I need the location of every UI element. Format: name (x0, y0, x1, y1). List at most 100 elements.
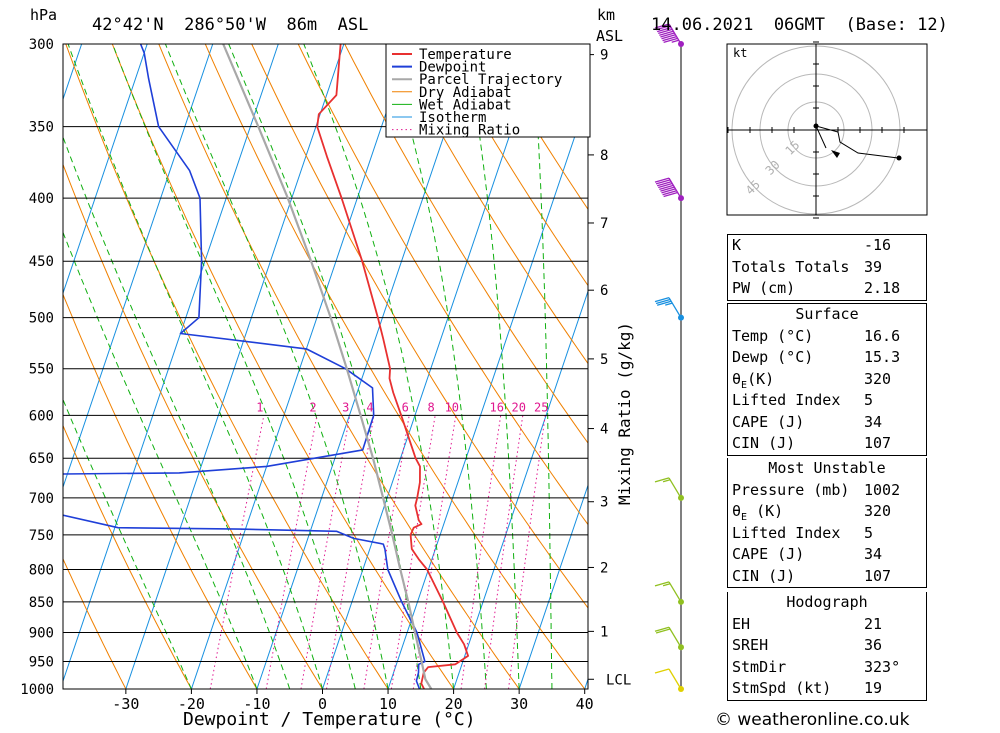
km-label: km (597, 6, 615, 24)
k-index-row: K -16 (732, 236, 892, 254)
hodograph-storm-marker (831, 150, 840, 158)
mu-li-row: Lifted Index 5 (732, 523, 874, 542)
hodograph-end-dot (896, 155, 902, 161)
pressure-tick-label: 900 (29, 626, 54, 642)
pressure-tick-label: 1000 (20, 682, 54, 698)
wind-barb-shaft (668, 626, 682, 648)
wind-barb-shaft (668, 297, 682, 318)
wind-barb-shaft (668, 581, 682, 603)
x-tick-label: 10 (379, 695, 397, 713)
most-unstable-table: Most Unstable Pressure (mb) 1002 θE (K) 32… (727, 458, 927, 588)
wind-barb-feather (659, 184, 674, 190)
wind-barb-feather (654, 668, 670, 674)
mixing-ratio-label: 1 (256, 400, 263, 414)
stmspd-row: StmSpd (kt) 19 (732, 679, 883, 697)
mixing-ratio-line (484, 415, 524, 689)
hodograph-table: Hodograph EH 21 SREH 36 StmDir 323° StmSpd … (727, 592, 927, 701)
km-tick-label: 8 (600, 148, 608, 164)
wind-barb-feather (656, 26, 672, 33)
surface-dewp-row: Dewp (°C) 15.3 (732, 348, 901, 366)
km-tick-label: 9 (600, 48, 608, 64)
wet-adiabat-line (464, 44, 520, 689)
isotherm-line (387, 95, 588, 689)
wind-barb-half-feather (665, 302, 673, 306)
plot-frame (62, 43, 589, 690)
wind-barb-half-feather (662, 479, 671, 483)
isotherm-line (190, 44, 410, 689)
wind-barb-half-feather (671, 39, 679, 43)
dry-adiabat-line (111, 44, 455, 689)
mixing-ratio-label: 16 (490, 400, 504, 414)
wind-barb-feather (658, 182, 673, 189)
surface-temp-row: Temp (°C) 16.6 (732, 326, 901, 345)
surface-li-row: Lifted Index 5 (732, 391, 874, 409)
wind-barb-feather (656, 300, 672, 306)
wind-barb-feather (655, 298, 671, 305)
isotherm-line (63, 44, 279, 683)
wind-barb-feather (655, 25, 671, 31)
wind-barb-feather (654, 477, 670, 483)
wind-barb-feather (659, 30, 674, 36)
legend-box (385, 43, 591, 138)
pressure-tick-label: 750 (29, 528, 54, 544)
isotherm-line (322, 44, 541, 689)
km-tick-label: 2 (600, 560, 608, 576)
isotherm-line (518, 483, 588, 689)
mixing-ratio-line (300, 415, 351, 689)
mixing-ratio-label: 20 (512, 400, 526, 414)
pressure-tick-label: 850 (29, 595, 54, 611)
pressure-tick-label: 500 (29, 311, 54, 327)
asl-label: ASL (596, 27, 623, 45)
mixing-ratio-line (209, 415, 265, 689)
isotherm-line (453, 289, 588, 689)
legend-item-label: Mixing Ratio (419, 123, 520, 139)
wind-barb-feather (661, 34, 676, 40)
eh-row: EH 21 (732, 614, 883, 633)
hodograph-start-dot (813, 123, 819, 129)
mu-theta-row: θE (K) 320 (732, 502, 892, 523)
mu-pressure-row: Pressure (mb) 1002 (732, 480, 901, 499)
most-unstable-title: Most Unstable (768, 459, 886, 477)
km-tick-label: 6 (600, 283, 608, 299)
hpa-label: hPa (30, 6, 57, 24)
mu-cape-row: CAPE (J) 34 (732, 545, 883, 563)
x-axis-label: Dewpoint / Temperature (°C) (183, 709, 476, 730)
mixing-ratio-line (265, 415, 318, 689)
parcel-trajectory-line (222, 44, 433, 689)
dewpoint-line (63, 44, 426, 689)
surface-cape-row: CAPE (J) 34 (732, 412, 883, 431)
wind-barb-feather (655, 628, 671, 634)
x-tick-label: 0 (318, 695, 327, 713)
km-tick-label: 4 (600, 422, 608, 438)
km-tick-label: 1 (600, 624, 608, 640)
mixing-ratio-label: 4 (366, 400, 373, 414)
indices-table: K -16 Totals Totals 39 PW (cm) 2.18 (727, 234, 927, 301)
pressure-tick-label: 950 (29, 655, 54, 671)
pressure-tick-label: 700 (29, 491, 54, 507)
km-tick-label: 5 (600, 352, 608, 368)
x-tick-label: -10 (243, 695, 270, 713)
mixing-ratio-line (326, 415, 375, 689)
stmdir-row: StmDir 323° (732, 657, 901, 676)
km-tick-label: 7 (600, 216, 608, 232)
pressure-tick-label: 650 (29, 451, 54, 467)
legend-item-label: Wet Adiabat (419, 97, 512, 113)
wet-adiabat-line (63, 135, 291, 689)
wind-barb-feather (656, 181, 672, 187)
surface-table: Surface Temp (°C) 16.6 Dewp (°C) 15.3 θE(K… (727, 303, 927, 456)
hodograph-unit-label: kt (733, 46, 747, 60)
x-tick-label: 40 (576, 695, 594, 713)
totals-totals-row: Totals Totals 39 (732, 257, 883, 276)
x-tick-label: 20 (445, 695, 463, 713)
wind-barb-feather (654, 23, 670, 29)
dry-adiabat-line (390, 44, 588, 365)
surface-cin-row: CIN (J) 107 (732, 434, 892, 452)
legend-item-label: Temperature (419, 47, 512, 63)
km-tick-label: LCL (606, 672, 631, 688)
dry-adiabat-line (949, 44, 1000, 689)
surface-title: Surface (795, 305, 859, 323)
pressure-tick-label: 350 (29, 120, 54, 136)
mixing-ratio-label: 6 (402, 400, 409, 414)
sreh-row: SREH 36 (732, 636, 883, 654)
